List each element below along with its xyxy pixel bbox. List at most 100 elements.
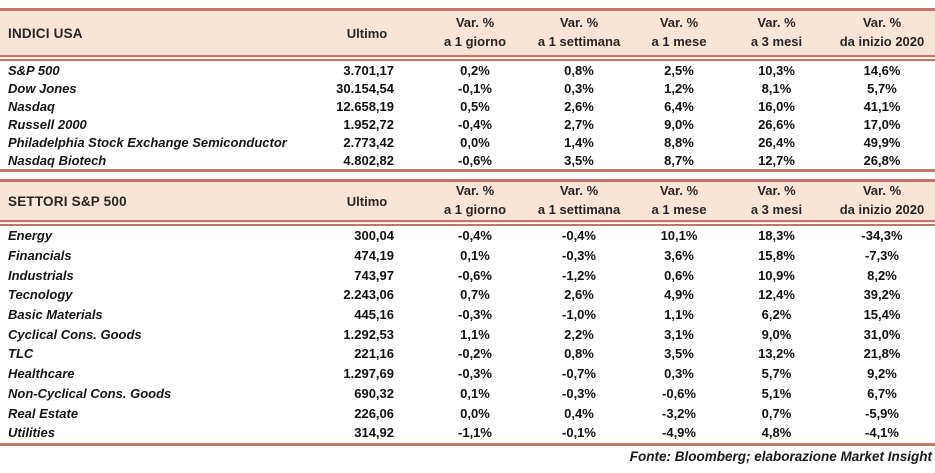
table-title-indici-usa: INDICI USA: [0, 9, 308, 61]
row-var-value: 0,8%: [564, 62, 594, 78]
row-var-value: -5,9%: [865, 405, 899, 421]
row-var-value: 8,2%: [867, 267, 897, 283]
table-row: TLC 221,16 -0,2% 0,8% 3,5% 13,2% 21,8%: [0, 344, 935, 364]
column-header-ultimo: Ultimo: [308, 179, 426, 226]
period-label: a 1 settimana: [537, 202, 621, 217]
row-ultimo-value: 1.297,69: [343, 366, 394, 382]
row-var-value: 9,2%: [867, 366, 897, 382]
row-var-value: -0,2%: [458, 346, 492, 362]
row-var-value: 1,1%: [664, 307, 694, 323]
row-var-value: -1,0%: [562, 307, 596, 323]
row-var-value: 8,1%: [761, 80, 792, 96]
row-var-value: 49,9%: [863, 134, 901, 150]
row-var-value: -0,1%: [562, 425, 596, 441]
row-var-value: 3,6%: [664, 248, 694, 264]
row-var-value: 10,3%: [758, 62, 795, 78]
table-row: Healthcare 1.297,69 -0,3% -0,7% 0,3% 5,7% 9,2%: [0, 364, 935, 384]
column-header-var-1-mese: Var. % a 1 mese: [634, 179, 724, 226]
row-name: Dow Jones: [8, 80, 77, 96]
column-header-var-3-mesi: Var. % a 3 mesi: [724, 9, 829, 61]
table-row: Cyclical Cons. Goods 1.292,53 1,1% 2,2% 3,1%…: [0, 324, 935, 344]
row-var-value: -0,6%: [458, 267, 492, 283]
table-row: Russell 2000 1.952,72 -0,4% 2,7% 9,0% 26,6% 17…: [0, 115, 935, 133]
row-name: TLC: [8, 346, 34, 362]
row-var-value: 0,8%: [564, 346, 594, 362]
row-var-value: 0,6%: [664, 267, 694, 283]
row-var-value: 13,2%: [758, 346, 795, 362]
row-ultimo-value: 474,19: [354, 248, 394, 264]
row-ultimo-value: 12.658,19: [336, 98, 394, 114]
row-var-value: 5,7%: [761, 366, 792, 382]
source-note: Fonte: Bloomberg; elaborazione Market In…: [629, 448, 932, 464]
row-var-value: 15,8%: [758, 248, 795, 264]
row-ultimo-value: 2.243,06: [343, 287, 394, 303]
row-var-value: -1,2%: [562, 267, 596, 283]
table-row: Real Estate 226,06 0,0% 0,4% -3,2% 0,7% -5,9%: [0, 403, 935, 423]
row-var-value: -0,7%: [562, 366, 596, 382]
row-var-value: 31,0%: [863, 326, 901, 342]
market-report-page: INDICI USA Ultimo Var. % a 1 giorno Var.…: [0, 8, 935, 464]
row-ultimo-value: 690,32: [354, 385, 394, 401]
row-var-value: 0,3%: [564, 80, 594, 96]
var-label: Var. %: [455, 15, 495, 31]
column-header-var-1-giorno: Var. % a 1 giorno: [426, 9, 524, 61]
row-var-value: 16,0%: [758, 98, 795, 114]
row-ultimo-value: 221,16: [354, 346, 394, 362]
row-var-value: -0,3%: [458, 366, 492, 382]
row-var-value: 0,4%: [564, 405, 594, 421]
row-name: Financials: [8, 248, 72, 264]
table-row: Financials 474,19 0,1% -0,3% 3,6% 15,8% -7,3%: [0, 246, 935, 266]
row-name: Industrials: [8, 267, 74, 283]
row-var-value: 8,8%: [664, 134, 694, 150]
row-var-value: -7,3%: [865, 248, 899, 264]
row-name: Nasdaq Biotech: [8, 152, 107, 168]
row-var-value: -0,6%: [458, 152, 492, 168]
row-name: Real Estate: [8, 405, 79, 421]
row-var-value: 0,7%: [761, 405, 792, 421]
period-label: a 1 mese: [651, 34, 707, 49]
row-var-value: 5,1%: [761, 385, 792, 401]
row-var-value: -0,4%: [458, 228, 492, 244]
period-label: da inizio 2020: [839, 34, 925, 49]
row-var-value: 0,5%: [460, 98, 490, 114]
row-var-value: 14,6%: [863, 62, 901, 78]
row-name: Healthcare: [8, 366, 75, 382]
column-header-ultimo: Ultimo: [308, 9, 426, 61]
row-ultimo-value: 30.154,54: [336, 80, 394, 96]
var-label: Var. %: [659, 183, 699, 199]
period-label: a 3 mesi: [750, 202, 803, 217]
row-var-value: 1,1%: [460, 326, 490, 342]
table-row: Philadelphia Stock Exchange Semiconducto…: [0, 133, 935, 151]
period-label: da inizio 2020: [839, 202, 925, 217]
table-row: Tecnology 2.243,06 0,7% 2,6% 4,9% 12,4% 39,2%: [0, 285, 935, 305]
indici-usa-header: INDICI USA Ultimo Var. % a 1 giorno Var.…: [0, 9, 935, 61]
row-var-value: 0,3%: [664, 366, 694, 382]
table-row: Nasdaq Biotech 4.802,82 -0,6% 3,5% 8,7% 12,7%…: [0, 151, 935, 171]
row-ultimo-value: 4.802,82: [343, 152, 394, 168]
settori-sp500-header: SETTORI S&P 500 Ultimo Var. % a 1 giorno…: [0, 179, 935, 226]
row-var-value: 9,0%: [664, 116, 694, 132]
row-ultimo-value: 226,06: [354, 405, 394, 421]
row-var-value: 15,4%: [863, 307, 901, 323]
row-var-value: -0,1%: [458, 80, 492, 96]
row-var-value: -0,4%: [458, 116, 492, 132]
row-var-value: 17,0%: [863, 116, 901, 132]
indici-usa-table: INDICI USA Ultimo Var. % a 1 giorno Var.…: [0, 8, 935, 172]
row-name: Cyclical Cons. Goods: [8, 326, 142, 342]
row-var-value: 3,5%: [564, 152, 594, 168]
column-header-var-inizio-2020: Var. % da inizio 2020: [829, 9, 935, 61]
period-label: a 1 giorno: [443, 202, 507, 217]
column-header-var-inizio-2020: Var. % da inizio 2020: [829, 179, 935, 226]
row-name: Russell 2000: [8, 116, 87, 132]
table-row: Non-Cyclical Cons. Goods 690,32 0,1% -0,3% -…: [0, 384, 935, 404]
var-label: Var. %: [559, 15, 599, 31]
row-var-value: 4,8%: [761, 425, 792, 441]
row-var-value: 0,0%: [460, 134, 490, 150]
row-var-value: 26,6%: [758, 116, 795, 132]
row-var-value: -34,3%: [861, 228, 903, 244]
table-row: Industrials 743,97 -0,6% -1,2% 0,6% 10,9% 8,2%: [0, 265, 935, 285]
table-row: Nasdaq 12.658,19 0,5% 2,6% 6,4% 16,0% 41,1%: [0, 97, 935, 115]
var-label: Var. %: [757, 183, 796, 199]
row-var-value: 2,6%: [564, 287, 594, 303]
row-ultimo-value: 1.292,53: [343, 326, 394, 342]
